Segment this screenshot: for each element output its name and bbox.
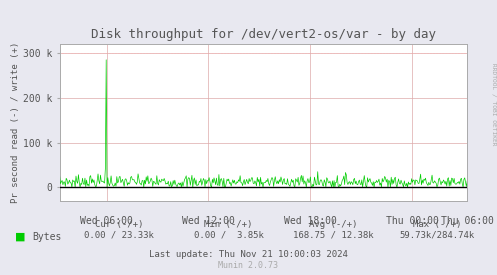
Text: 168.75 / 12.38k: 168.75 / 12.38k <box>293 231 373 240</box>
Title: Disk throughput for /dev/vert2-os/var - by day: Disk throughput for /dev/vert2-os/var - … <box>91 28 436 42</box>
Text: Thu 00:00: Thu 00:00 <box>386 216 438 226</box>
Text: ■: ■ <box>15 232 25 241</box>
Text: 0.00 / 23.33k: 0.00 / 23.33k <box>84 231 154 240</box>
Text: RRDTOOL / TOBI OETIKER: RRDTOOL / TOBI OETIKER <box>491 63 496 146</box>
Text: Wed 06:00: Wed 06:00 <box>80 216 133 226</box>
Text: 0.00 /  3.85k: 0.00 / 3.85k <box>194 231 263 240</box>
Text: Thu 06:00: Thu 06:00 <box>441 216 494 226</box>
Text: Last update: Thu Nov 21 10:00:03 2024: Last update: Thu Nov 21 10:00:03 2024 <box>149 250 348 259</box>
Text: 59.73k/284.74k: 59.73k/284.74k <box>400 231 475 240</box>
Text: Min (-/+): Min (-/+) <box>204 220 253 229</box>
Text: Bytes: Bytes <box>32 232 62 241</box>
Text: Cur (-/+): Cur (-/+) <box>95 220 144 229</box>
Y-axis label: Pr second read (-) / write (+): Pr second read (-) / write (+) <box>11 42 20 203</box>
Text: Wed 12:00: Wed 12:00 <box>182 216 235 226</box>
Text: Avg (-/+): Avg (-/+) <box>309 220 357 229</box>
Text: Munin 2.0.73: Munin 2.0.73 <box>219 261 278 270</box>
Text: Wed 18:00: Wed 18:00 <box>284 216 336 226</box>
Text: Max (-/+): Max (-/+) <box>413 220 462 229</box>
